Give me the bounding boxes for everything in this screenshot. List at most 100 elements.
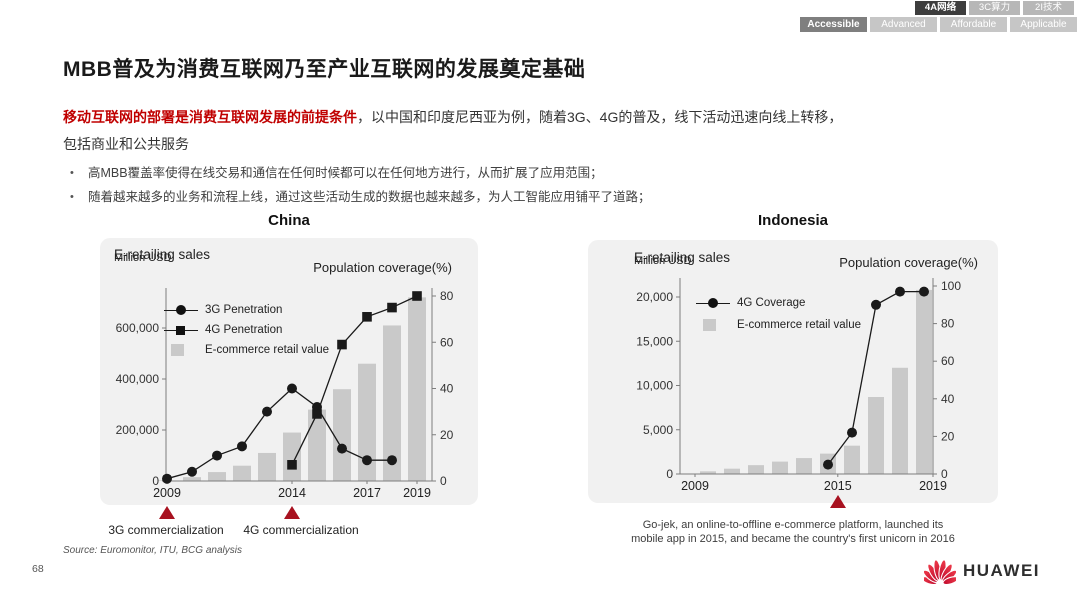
intro-highlight: 移动互联网的部署是消费互联网发展的前提条件 (63, 109, 357, 125)
svg-text:20: 20 (941, 429, 955, 443)
circle-marker-icon (895, 286, 905, 297)
svg-text:600,000: 600,000 (116, 321, 160, 335)
circle-marker-icon (187, 466, 197, 477)
bar-2016 (844, 445, 860, 474)
circle-marker-icon (919, 286, 929, 297)
china-chart-svg: 0 200,000 400,000 600,000 0 20 40 60 80 2009 2014 2… (116, 288, 454, 500)
huawei-logo: HUAWEI (924, 556, 1040, 586)
square-marker-icon (387, 302, 397, 313)
china-left-axis-unit: Million USD (114, 252, 172, 264)
svg-text:0: 0 (440, 474, 447, 488)
square-marker-icon (362, 312, 372, 322)
tab-3c-computing[interactable]: 3C算力 (969, 1, 1020, 15)
milestone-triangle-3g-icon (159, 506, 175, 519)
indonesia-left-axis-title: E-retailing sales Million USD (634, 250, 731, 267)
legend-item-4g-coverage: 4G Coverage (696, 292, 861, 314)
square-marker-icon (412, 291, 422, 301)
china-chart-panel: 0 200,000 400,000 600,000 0 20 40 60 80 2009 2014 2… (100, 238, 478, 505)
svg-text:80: 80 (941, 317, 955, 331)
china-legend: 3G Penetration 4G Penetration E-commerce… (164, 300, 329, 360)
bar-2014 (283, 432, 301, 481)
milestone-triangle-gojek-icon (830, 495, 846, 508)
svg-text:2019: 2019 (403, 486, 431, 500)
tab-applicable[interactable]: Applicable (1010, 17, 1077, 32)
circle-marker-icon (387, 455, 397, 466)
tab-row-4a: Accessible Advanced Affordable Applicabl… (800, 17, 1077, 32)
bar-2011 (208, 472, 226, 481)
tab-2i-technology[interactable]: 2I技术 (1023, 1, 1074, 15)
page-title: MBB普及为消费互联网乃至产业互联网的发展奠定基础 (63, 58, 586, 81)
svg-text:10,000: 10,000 (636, 379, 673, 393)
bar-2011 (724, 468, 740, 474)
bar-2017 (868, 397, 884, 474)
china-right-axis-title: Population coverage(%) (313, 260, 452, 275)
gojek-caption: Go-jek, an online-to-offline e-commerce … (631, 519, 955, 545)
bar-2019 (408, 297, 426, 481)
circle-marker-icon (362, 455, 372, 466)
svg-text:400,000: 400,000 (116, 372, 160, 386)
svg-text:40: 40 (440, 382, 454, 396)
indonesia-left-axis-unit: Million USD (634, 255, 692, 267)
bar-2014 (796, 458, 812, 474)
circle-marker-icon (262, 406, 272, 417)
tab-advanced[interactable]: Advanced (870, 17, 937, 32)
svg-text:0: 0 (152, 474, 159, 488)
bar-swatch-icon (171, 344, 184, 356)
svg-text:5,000: 5,000 (643, 423, 673, 437)
milestone-label-4g: 4G commercialization (243, 523, 359, 537)
circle-line-marker-icon (696, 297, 730, 309)
bullet-item: 随着越来越多的业务和流程上线，通过这些活动生成的数据也越来越多，为人工智能应用铺… (66, 185, 826, 209)
svg-text:0: 0 (941, 467, 948, 481)
tab-accessible[interactable]: Accessible (800, 17, 867, 32)
circle-marker-icon (162, 473, 172, 484)
tab-row-network: 4A网络 3C算力 2I技术 (915, 1, 1074, 15)
svg-text:20: 20 (440, 428, 454, 442)
milestone-triangle-4g-icon (284, 506, 300, 519)
svg-text:80: 80 (440, 289, 454, 303)
svg-text:2009: 2009 (153, 486, 181, 500)
bar-2015 (308, 409, 326, 481)
svg-text:40: 40 (941, 392, 955, 406)
bar-2016 (333, 389, 351, 481)
bar-2010 (183, 477, 201, 481)
square-marker-icon (287, 460, 297, 470)
bar-2010 (700, 471, 716, 474)
milestone-label-3g: 3G commercialization (108, 523, 224, 537)
svg-text:2015: 2015 (824, 479, 852, 493)
circle-marker-icon (847, 427, 857, 438)
indonesia-legend: 4G Coverage E-commerce retail value (696, 292, 861, 336)
square-marker-icon (337, 339, 347, 350)
china-chart-title: China (268, 212, 310, 229)
bar-2012 (748, 465, 764, 474)
intro-line2: 包括商业和公共服务 (63, 136, 189, 152)
square-line-marker-icon (164, 324, 198, 336)
bullet-list: 高MBB覆盖率使得在线交易和通信在任何时候都可以在任何地方进行，从而扩展了应用范… (66, 161, 826, 209)
huawei-flower-icon (924, 559, 956, 586)
svg-text:2014: 2014 (278, 486, 306, 500)
bar-2018 (383, 325, 401, 481)
bar-2013 (772, 461, 788, 474)
tab-4a-network[interactable]: 4A网络 (915, 1, 966, 15)
circle-marker-icon (823, 459, 833, 470)
circle-marker-icon (871, 299, 881, 310)
bar-2013 (258, 452, 276, 481)
indonesia-right-axis-title: Population coverage(%) (839, 255, 978, 270)
svg-text:60: 60 (941, 354, 955, 368)
tab-affordable[interactable]: Affordable (940, 17, 1007, 32)
page-number: 68 (32, 563, 44, 575)
circle-marker-icon (237, 441, 247, 452)
bar-2018 (892, 367, 908, 474)
line-3g-penetration (166, 387, 392, 480)
bullet-item: 高MBB覆盖率使得在线交易和通信在任何时候都可以在任何地方进行，从而扩展了应用范… (66, 161, 826, 185)
indonesia-chart-title: Indonesia (757, 212, 828, 229)
svg-text:2009: 2009 (681, 479, 709, 493)
svg-text:20,000: 20,000 (636, 290, 673, 304)
source-note: Source: Euromonitor, ITU, BCG analysis (63, 545, 242, 556)
legend-item-3g: 3G Penetration (164, 300, 329, 320)
bar-2017 (358, 363, 376, 481)
china-left-axis-title: E-retailing sales Million USD (114, 247, 211, 264)
bar-2019 (916, 289, 932, 474)
circle-marker-icon (212, 450, 222, 461)
huawei-wordmark: HUAWEI (963, 561, 1040, 580)
